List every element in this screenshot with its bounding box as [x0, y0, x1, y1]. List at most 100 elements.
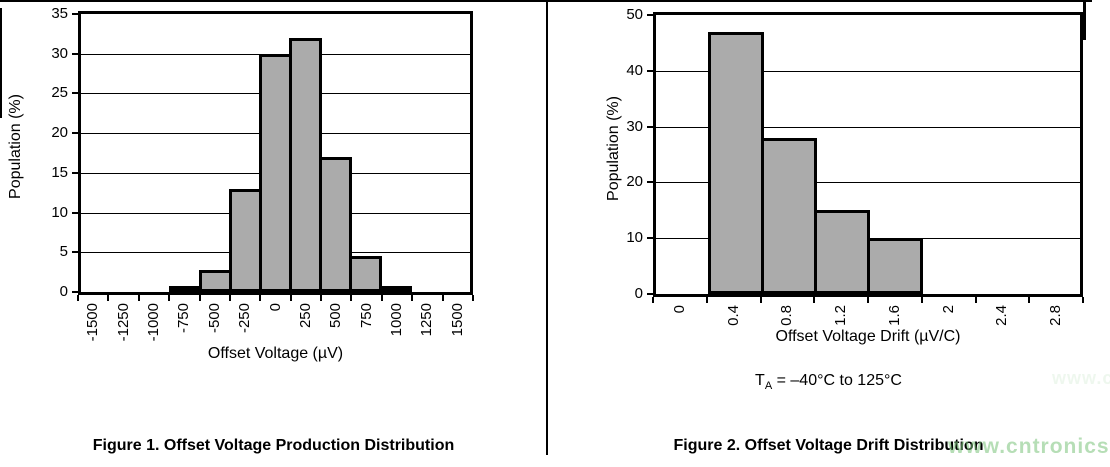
- histogram-bar: [229, 188, 263, 292]
- x-axis-tick-label: 2: [939, 305, 957, 314]
- x-axis-tick-label: 750: [357, 303, 375, 329]
- gridline: [656, 126, 1080, 128]
- y-axis-tick-label: 35: [51, 5, 68, 22]
- histogram-bar: [259, 53, 292, 292]
- x-axis-tick: [259, 295, 262, 301]
- figure1-y-axis-title: Population (%): [7, 94, 24, 199]
- x-axis-tick-label: 1000: [388, 303, 406, 337]
- x-axis-tick: [705, 297, 708, 303]
- watermark-faint-text: www.cntronics.com: [1052, 368, 1110, 388]
- condition-value: = –40°C to 125°C: [772, 372, 902, 389]
- y-axis-tick: [72, 52, 78, 55]
- x-axis-tick-label: 250: [296, 303, 314, 329]
- y-axis-tick-label: 10: [626, 229, 643, 247]
- y-axis-tick: [72, 291, 78, 293]
- y-axis-tick-label: 20: [626, 173, 643, 191]
- x-axis-tick: [974, 297, 977, 303]
- histogram-bar: [348, 256, 382, 292]
- figure2-plot-area: [653, 12, 1083, 297]
- x-axis-tick: [411, 295, 414, 301]
- x-axis-tick: [320, 295, 323, 301]
- y-axis-tick-label: 40: [626, 61, 643, 79]
- histogram-bar: [760, 137, 817, 294]
- x-axis-tick-label: -500: [205, 303, 223, 334]
- y-axis-tick-label: 15: [51, 163, 68, 181]
- gridline: [656, 182, 1080, 184]
- histogram-bar: [169, 286, 203, 292]
- x-axis-tick-label: -250: [236, 303, 254, 334]
- x-axis-tick: [137, 295, 140, 301]
- figure1-plot-area: [78, 11, 473, 295]
- x-axis-tick: [472, 295, 474, 301]
- y-axis-tick-label: 5: [59, 243, 68, 261]
- x-axis-tick: [107, 295, 110, 301]
- condition-symbol: T: [755, 372, 765, 389]
- figure2-panel: Population (%) Offset Voltage Drift (µV/…: [547, 0, 1110, 467]
- y-axis-tick: [72, 171, 78, 174]
- histogram-bar: [199, 269, 233, 292]
- y-axis-tick: [72, 251, 78, 254]
- x-axis-tick-label: -750: [175, 303, 193, 334]
- x-axis-tick: [77, 295, 79, 301]
- x-axis-tick: [168, 295, 171, 301]
- y-axis-tick: [72, 92, 78, 95]
- y-axis-tick-label: 50: [626, 6, 643, 23]
- y-axis-tick: [647, 14, 653, 16]
- left-border-line: [0, 8, 2, 118]
- y-axis-tick: [647, 125, 653, 128]
- x-axis-tick: [652, 297, 654, 303]
- x-axis-tick: [350, 295, 353, 301]
- figure2-caption: Figure 2. Offset Voltage Drift Distribut…: [673, 437, 984, 454]
- x-axis-tick: [380, 295, 383, 301]
- x-axis-tick-label: 0: [670, 305, 688, 314]
- y-axis-tick: [647, 293, 653, 295]
- histogram-bar: [813, 210, 870, 294]
- y-axis-tick-label: 20: [51, 124, 68, 142]
- y-axis-tick: [72, 132, 78, 135]
- x-axis-tick-label: 1.6: [885, 305, 903, 326]
- y-axis-tick: [72, 211, 78, 214]
- y-axis-tick-label: 25: [51, 84, 68, 102]
- x-axis-tick: [198, 295, 201, 301]
- x-axis-tick-label: 1.2: [832, 305, 850, 326]
- x-axis-tick: [289, 295, 292, 301]
- y-axis-tick-label: 0: [634, 285, 643, 302]
- x-axis-tick-label: 1250: [418, 303, 436, 337]
- x-axis-tick-label: -1000: [144, 303, 162, 342]
- y-axis-tick-label: 30: [51, 44, 68, 62]
- x-axis-tick-label: 0: [266, 303, 284, 312]
- y-axis-tick: [647, 181, 653, 184]
- figure2-x-axis-title: Offset Voltage Drift (µV/C): [775, 328, 961, 345]
- x-axis-tick-label: -1250: [114, 303, 132, 342]
- figure1-caption: Figure 1. Offset Voltage Production Dist…: [92, 437, 455, 454]
- y-axis-tick-label: 10: [51, 203, 68, 221]
- x-axis-tick-label: 1500: [448, 303, 466, 337]
- x-axis-tick-label: -1500: [84, 303, 102, 342]
- x-axis-tick: [228, 295, 231, 301]
- x-axis-tick-label: 500: [327, 303, 345, 329]
- x-axis-tick-label: 2.4: [993, 305, 1011, 326]
- figure1-panel: Population (%) Offset Voltage (µV) Figur…: [0, 0, 547, 467]
- x-axis-tick: [813, 297, 816, 303]
- histogram-bar: [288, 37, 322, 292]
- y-axis-tick: [72, 13, 78, 15]
- histogram-bar: [318, 156, 352, 292]
- x-axis-tick: [920, 297, 923, 303]
- x-axis-tick-label: 0.8: [778, 305, 796, 326]
- condition-subscript: A: [764, 380, 773, 393]
- x-axis-tick: [867, 297, 869, 303]
- watermark-text: www.cntronics.com: [948, 435, 1110, 458]
- y-axis-tick: [647, 69, 653, 72]
- figure2-test-condition: TA = –40°C to 125°C: [547, 372, 1110, 392]
- x-axis-tick: [1028, 297, 1031, 303]
- histogram-bar: [866, 238, 923, 294]
- y-axis-tick-label: 30: [626, 117, 643, 135]
- figure1-x-axis-title: Offset Voltage (µV): [207, 345, 344, 362]
- x-axis-tick: [759, 297, 762, 303]
- gridline: [656, 70, 1080, 72]
- x-axis-tick: [441, 295, 444, 301]
- histogram-bar: [378, 286, 412, 292]
- y-axis-tick-label: 0: [59, 283, 68, 300]
- y-axis-tick: [647, 237, 653, 240]
